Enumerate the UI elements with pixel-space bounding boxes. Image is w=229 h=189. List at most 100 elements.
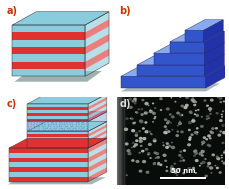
Bar: [12, 40, 85, 47]
Circle shape: [207, 144, 210, 147]
Circle shape: [149, 157, 151, 159]
Circle shape: [163, 118, 167, 121]
Polygon shape: [85, 48, 109, 69]
Circle shape: [134, 143, 137, 146]
Circle shape: [56, 126, 58, 127]
Circle shape: [216, 134, 220, 137]
Circle shape: [144, 148, 148, 151]
Circle shape: [134, 100, 136, 102]
Circle shape: [194, 110, 196, 111]
Circle shape: [215, 157, 219, 160]
Circle shape: [28, 122, 30, 123]
Circle shape: [62, 129, 63, 131]
Circle shape: [210, 153, 214, 156]
Circle shape: [71, 122, 73, 123]
Circle shape: [220, 154, 222, 156]
Circle shape: [165, 170, 168, 172]
Circle shape: [86, 128, 88, 129]
Circle shape: [196, 109, 199, 111]
Circle shape: [47, 122, 49, 123]
Polygon shape: [204, 43, 223, 65]
Circle shape: [220, 116, 222, 118]
Polygon shape: [88, 167, 106, 182]
Circle shape: [186, 143, 190, 146]
Circle shape: [198, 165, 200, 167]
Circle shape: [206, 144, 209, 146]
Text: c): c): [7, 99, 17, 109]
Circle shape: [180, 105, 183, 108]
Circle shape: [191, 99, 195, 103]
Circle shape: [31, 128, 33, 129]
Circle shape: [209, 131, 213, 134]
Circle shape: [39, 124, 40, 125]
Circle shape: [154, 157, 156, 159]
Circle shape: [85, 124, 87, 125]
Circle shape: [201, 161, 205, 164]
Circle shape: [195, 114, 198, 117]
Circle shape: [222, 150, 226, 153]
Circle shape: [178, 96, 181, 98]
Circle shape: [36, 124, 37, 125]
Circle shape: [208, 113, 211, 115]
Circle shape: [52, 122, 53, 123]
Circle shape: [182, 149, 185, 152]
Circle shape: [198, 152, 202, 156]
Circle shape: [134, 139, 138, 142]
Circle shape: [164, 128, 167, 131]
Circle shape: [187, 129, 190, 131]
Circle shape: [41, 122, 42, 123]
Circle shape: [166, 130, 170, 133]
Circle shape: [184, 105, 186, 107]
Circle shape: [80, 129, 81, 131]
Circle shape: [37, 122, 38, 123]
Circle shape: [168, 113, 171, 116]
Circle shape: [139, 145, 142, 147]
Circle shape: [191, 118, 194, 121]
Polygon shape: [153, 43, 223, 53]
Bar: [117, 97, 119, 185]
Circle shape: [162, 131, 167, 134]
Circle shape: [215, 112, 218, 115]
Circle shape: [139, 120, 143, 124]
Circle shape: [207, 117, 209, 119]
Circle shape: [81, 122, 82, 123]
Circle shape: [195, 127, 198, 129]
Bar: [116, 97, 117, 185]
Circle shape: [75, 126, 76, 127]
Circle shape: [187, 138, 191, 141]
Circle shape: [48, 126, 49, 127]
Circle shape: [60, 122, 62, 123]
Polygon shape: [88, 94, 106, 107]
Circle shape: [55, 128, 57, 129]
Bar: [9, 177, 88, 182]
Circle shape: [151, 121, 153, 123]
Circle shape: [82, 122, 84, 123]
Circle shape: [147, 112, 149, 113]
Circle shape: [173, 171, 177, 174]
Bar: [9, 153, 88, 158]
Circle shape: [170, 165, 173, 167]
Circle shape: [50, 126, 51, 127]
Circle shape: [189, 112, 192, 114]
Circle shape: [178, 121, 180, 122]
Circle shape: [153, 107, 156, 109]
Circle shape: [200, 141, 204, 144]
Circle shape: [128, 106, 132, 109]
Circle shape: [202, 136, 205, 139]
Circle shape: [209, 130, 211, 133]
Circle shape: [134, 132, 138, 134]
Circle shape: [140, 150, 144, 153]
Circle shape: [77, 130, 79, 131]
Circle shape: [193, 131, 197, 134]
Circle shape: [53, 128, 55, 129]
Bar: [12, 54, 85, 62]
Circle shape: [193, 101, 196, 103]
Circle shape: [169, 167, 173, 170]
Bar: [125, 97, 127, 185]
Polygon shape: [27, 94, 106, 104]
Circle shape: [221, 142, 224, 144]
Circle shape: [221, 131, 225, 134]
Bar: [12, 25, 85, 32]
Circle shape: [210, 127, 214, 130]
Circle shape: [131, 129, 135, 132]
